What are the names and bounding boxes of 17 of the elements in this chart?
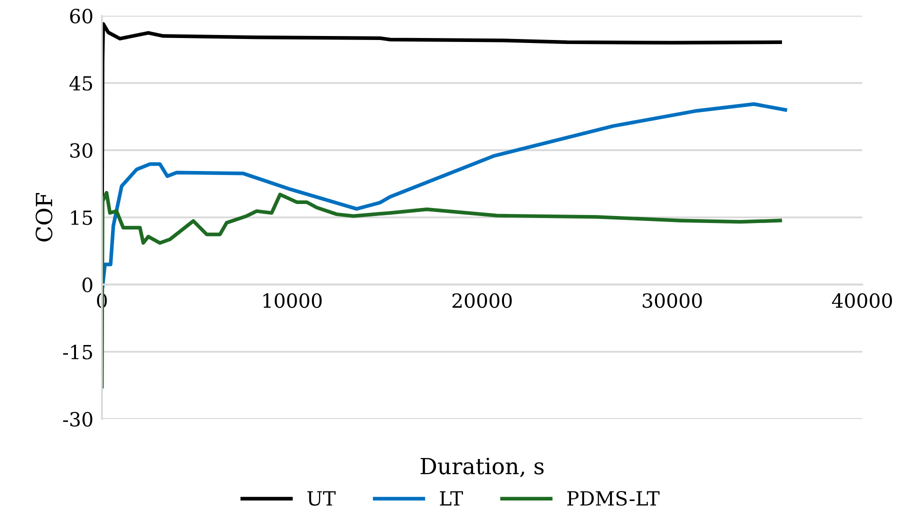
x-tick-label: 10000 xyxy=(263,293,322,308)
legend-label: PDMS-LT xyxy=(567,491,660,506)
x-axis-title: Duration, s xyxy=(420,458,544,478)
legend-label: UT xyxy=(307,491,336,506)
legend-label: LT xyxy=(440,491,463,506)
y-axis-title: COF xyxy=(36,193,52,242)
y-tick-label: 60 xyxy=(70,8,92,24)
y-tick-label: 0 xyxy=(82,278,92,292)
y-tick-label: 45 xyxy=(69,76,92,91)
y-tick-label: 30 xyxy=(70,143,92,158)
line-series xyxy=(102,102,788,288)
x-tick-label: 30000 xyxy=(642,293,702,308)
x-tick-label: 20000 xyxy=(452,293,512,308)
y-tick-label: 15 xyxy=(71,210,92,226)
y-tick-label: -30 xyxy=(63,412,92,427)
y-tick-label: -15 xyxy=(63,344,92,360)
x-tick-label: 40000 xyxy=(832,293,892,308)
